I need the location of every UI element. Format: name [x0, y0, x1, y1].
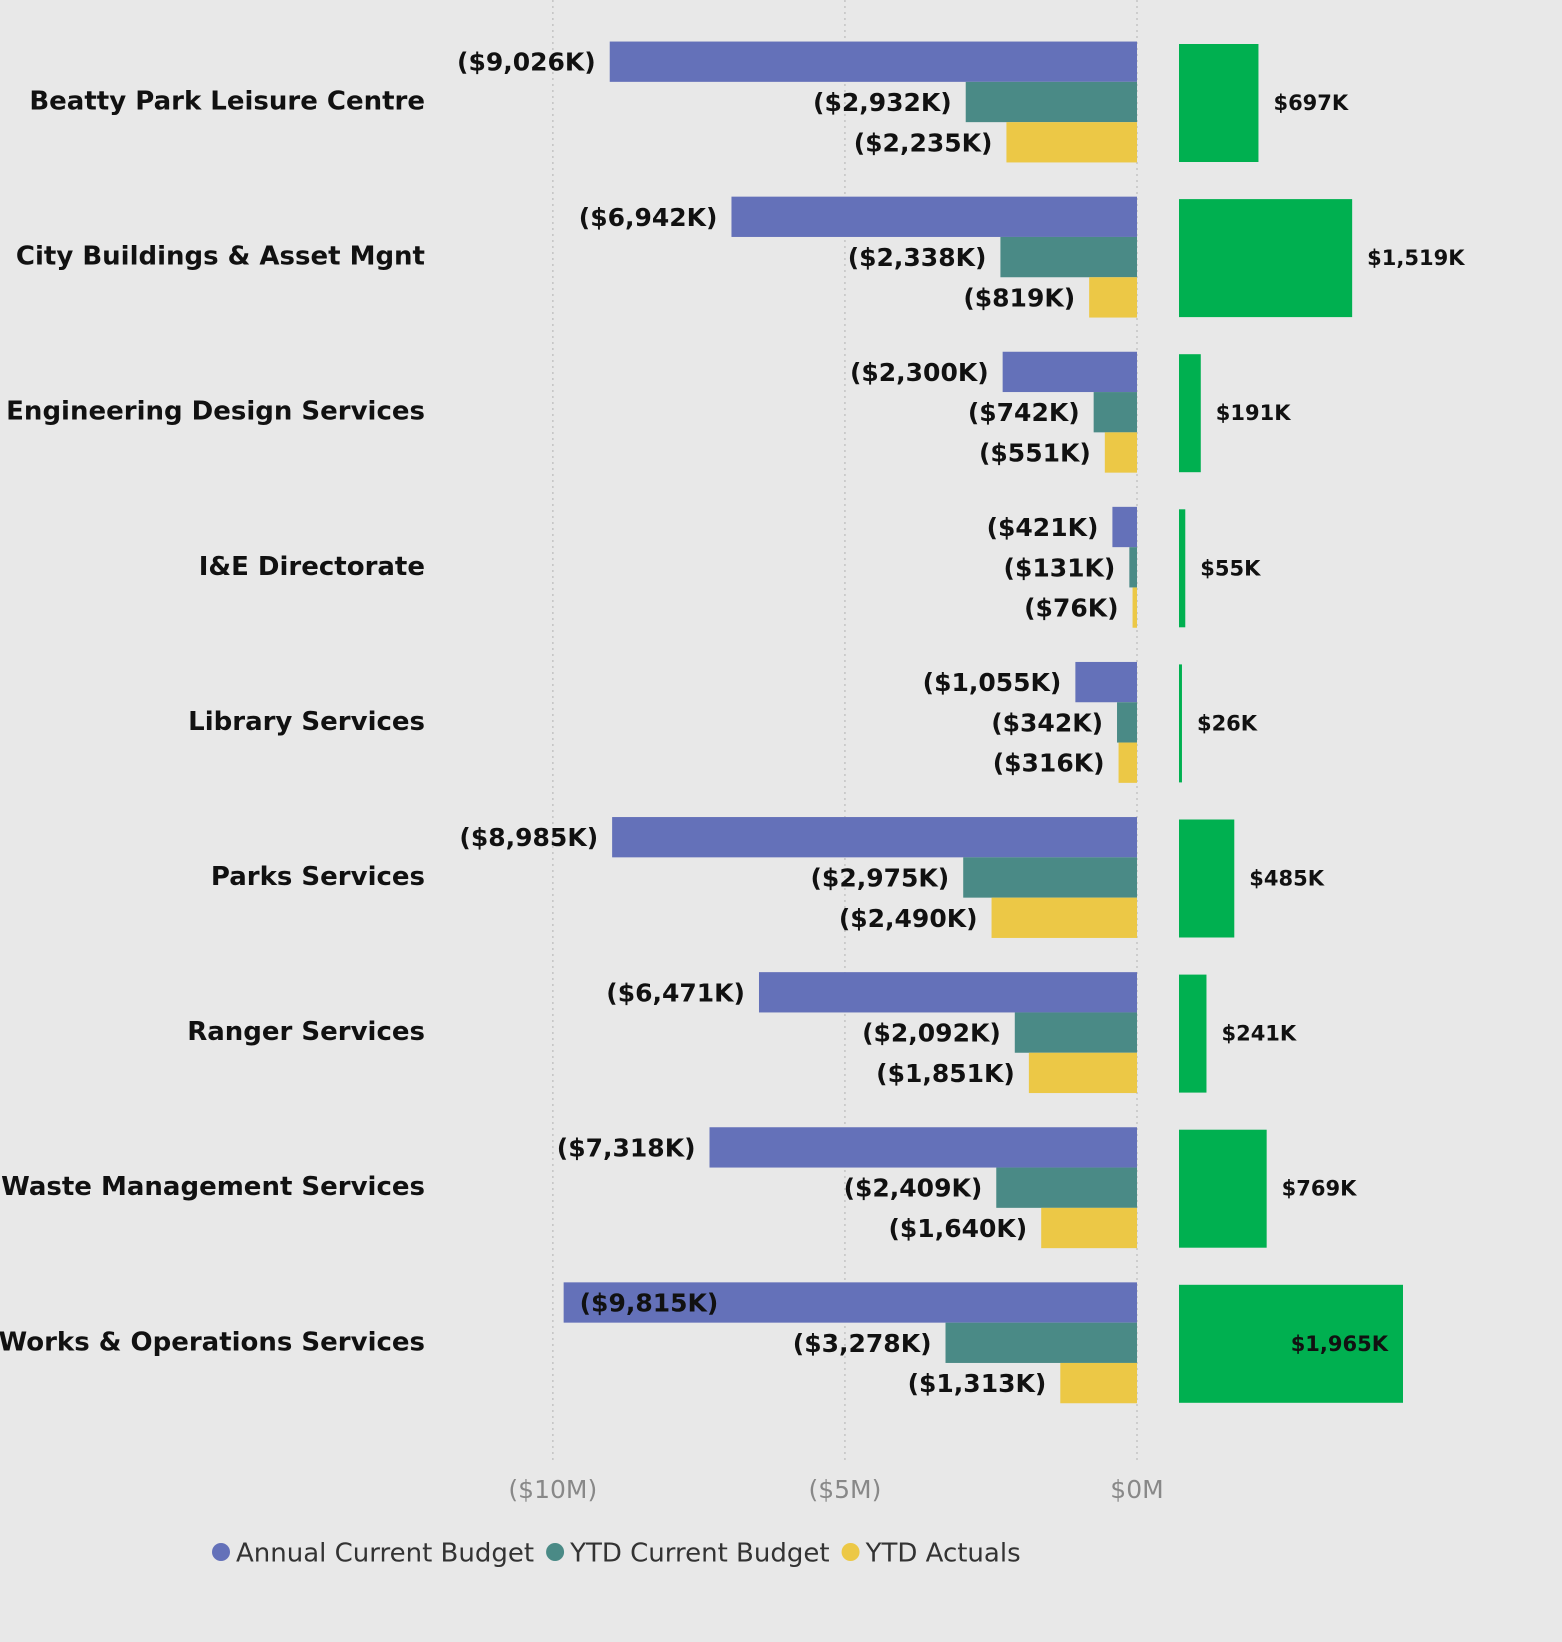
- category-label: Engineering Design Services: [6, 397, 425, 427]
- value-label: ($742K): [968, 398, 1080, 427]
- value-label: ($1,313K): [908, 1369, 1047, 1398]
- category-label: Beatty Park Leisure Centre: [29, 87, 425, 117]
- bar: [1089, 277, 1137, 318]
- bar: [1028, 1052, 1137, 1094]
- value-label: ($1,055K): [923, 668, 1062, 697]
- bar: [945, 1322, 1137, 1363]
- variance-label: $191K: [1216, 401, 1291, 425]
- value-label: ($2,975K): [811, 864, 950, 893]
- category-label: Ranger Services: [187, 1017, 425, 1047]
- x-tick-label: ($5M): [808, 1475, 881, 1504]
- variance-bar: [1179, 664, 1182, 783]
- x-tick-label: $0M: [1110, 1475, 1163, 1504]
- x-tick-label: ($10M): [508, 1475, 597, 1504]
- bar: [612, 817, 1137, 858]
- bar: [1006, 122, 1137, 163]
- legend-marker: [841, 1543, 860, 1561]
- variance-bar: [1179, 1129, 1267, 1248]
- legend-label: Annual Current Budget: [236, 1539, 534, 1569]
- category-label: City Buildings & Asset Mgnt: [16, 242, 425, 272]
- bar: [609, 41, 1137, 82]
- bar: [1118, 742, 1137, 783]
- variance-bar: [1179, 44, 1259, 162]
- bar: [996, 1167, 1137, 1208]
- variance-bar: [1179, 354, 1201, 473]
- value-label: ($2,932K): [813, 88, 952, 117]
- value-label: ($8,985K): [459, 823, 598, 852]
- variance-bar: [1179, 819, 1235, 938]
- variance-bar: [1179, 974, 1207, 1093]
- bar: [1014, 1012, 1137, 1053]
- bar: [1060, 1362, 1137, 1404]
- bar: [1075, 661, 1137, 703]
- category-label: I&E Directorate: [199, 552, 425, 582]
- bar: [758, 972, 1137, 1013]
- value-label: ($1,640K): [888, 1214, 1027, 1243]
- value-label: ($2,300K): [850, 358, 989, 387]
- category-label: Waste Management Services: [1, 1172, 425, 1202]
- value-label: ($6,471K): [606, 978, 745, 1007]
- legend-marker: [212, 1543, 230, 1561]
- variance-bar: [1179, 509, 1186, 628]
- bar: [731, 196, 1137, 237]
- value-label: ($819K): [963, 283, 1075, 312]
- variance-label: $485K: [1249, 867, 1324, 891]
- category-label: Library Services: [188, 707, 425, 737]
- value-label: ($342K): [991, 708, 1103, 737]
- value-label: ($3,278K): [793, 1329, 932, 1358]
- value-label: ($2,338K): [848, 243, 987, 272]
- value-label: ($2,490K): [839, 904, 978, 933]
- legend-label: YTD Current Budget: [569, 1539, 829, 1569]
- bar: [963, 857, 1137, 898]
- value-label: ($6,942K): [579, 203, 718, 232]
- value-label: ($2,092K): [862, 1019, 1001, 1048]
- bar: [1117, 702, 1137, 743]
- value-label: ($9,026K): [457, 48, 596, 77]
- legend-label: YTD Actuals: [865, 1539, 1021, 1569]
- value-label: ($2,409K): [844, 1174, 983, 1203]
- bar: [1112, 506, 1137, 548]
- variance-label: $769K: [1282, 1177, 1357, 1201]
- variance-label: $26K: [1197, 711, 1258, 735]
- bar: [1000, 236, 1137, 278]
- value-label: ($551K): [979, 439, 1091, 468]
- bar: [1129, 547, 1137, 588]
- value-label: ($421K): [987, 513, 1099, 542]
- value-label: ($9,815K): [580, 1289, 719, 1318]
- bar: [1041, 1207, 1137, 1249]
- bar: [991, 897, 1137, 938]
- bar: [563, 1282, 1137, 1323]
- bar: [1132, 587, 1137, 628]
- value-label: ($1,851K): [876, 1059, 1015, 1088]
- variance-bar: [1179, 199, 1353, 318]
- category-label: Parks Services: [211, 862, 425, 892]
- value-label: ($2,235K): [854, 128, 993, 157]
- value-label: ($7,318K): [557, 1133, 696, 1162]
- category-label: Works & Operations Services: [0, 1327, 425, 1357]
- variance-label: $697K: [1273, 91, 1348, 115]
- value-label: ($316K): [993, 749, 1105, 778]
- bar: [965, 81, 1137, 123]
- value-label: ($76K): [1024, 594, 1118, 623]
- variance-label: $1,965K: [1291, 1332, 1389, 1356]
- variance-label: $55K: [1200, 556, 1261, 580]
- bar: [1002, 351, 1137, 393]
- bar: [1093, 392, 1137, 433]
- bar: [709, 1127, 1137, 1168]
- bar: [1104, 432, 1137, 473]
- variance-label: $1,519K: [1367, 246, 1465, 270]
- value-label: ($131K): [1004, 553, 1116, 582]
- legend-marker: [546, 1543, 565, 1561]
- variance-bar: [1179, 1284, 1403, 1403]
- variance-label: $241K: [1221, 1022, 1296, 1046]
